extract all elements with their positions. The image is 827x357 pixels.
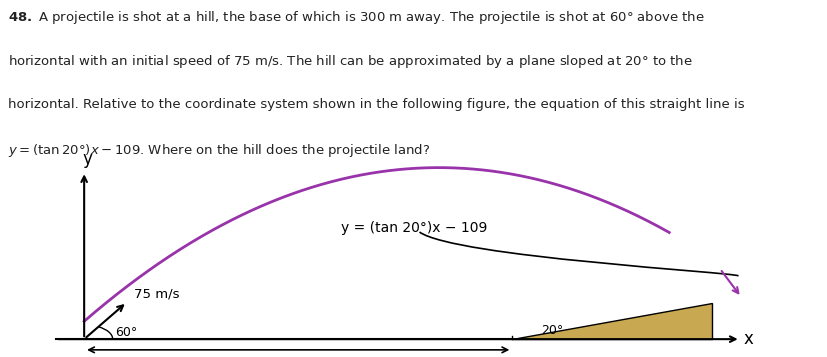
Text: 75 m/s: 75 m/s <box>134 288 179 301</box>
Text: 20°: 20° <box>541 324 563 337</box>
Text: 300 m: 300 m <box>277 356 319 357</box>
Text: x: x <box>743 330 753 348</box>
Text: horizontal with an initial speed of 75 m/s. The hill can be approximated by a pl: horizontal with an initial speed of 75 m… <box>8 53 693 70</box>
Text: y: y <box>82 150 92 168</box>
Polygon shape <box>512 303 712 339</box>
Text: y = (tan 20°)x − 109: y = (tan 20°)x − 109 <box>341 221 487 236</box>
Text: $\bf{48.}$ A projectile is shot at a hill, the base of which is 300 m away. The : $\bf{48.}$ A projectile is shot at a hil… <box>8 9 705 26</box>
Text: $y = (\tan 20°)x - 109$. Where on the hill does the projectile land?: $y = (\tan 20°)x - 109$. Where on the hi… <box>8 142 430 159</box>
Text: horizontal. Relative to the coordinate system shown in the following figure, the: horizontal. Relative to the coordinate s… <box>8 98 745 111</box>
Text: 60°: 60° <box>116 326 138 338</box>
